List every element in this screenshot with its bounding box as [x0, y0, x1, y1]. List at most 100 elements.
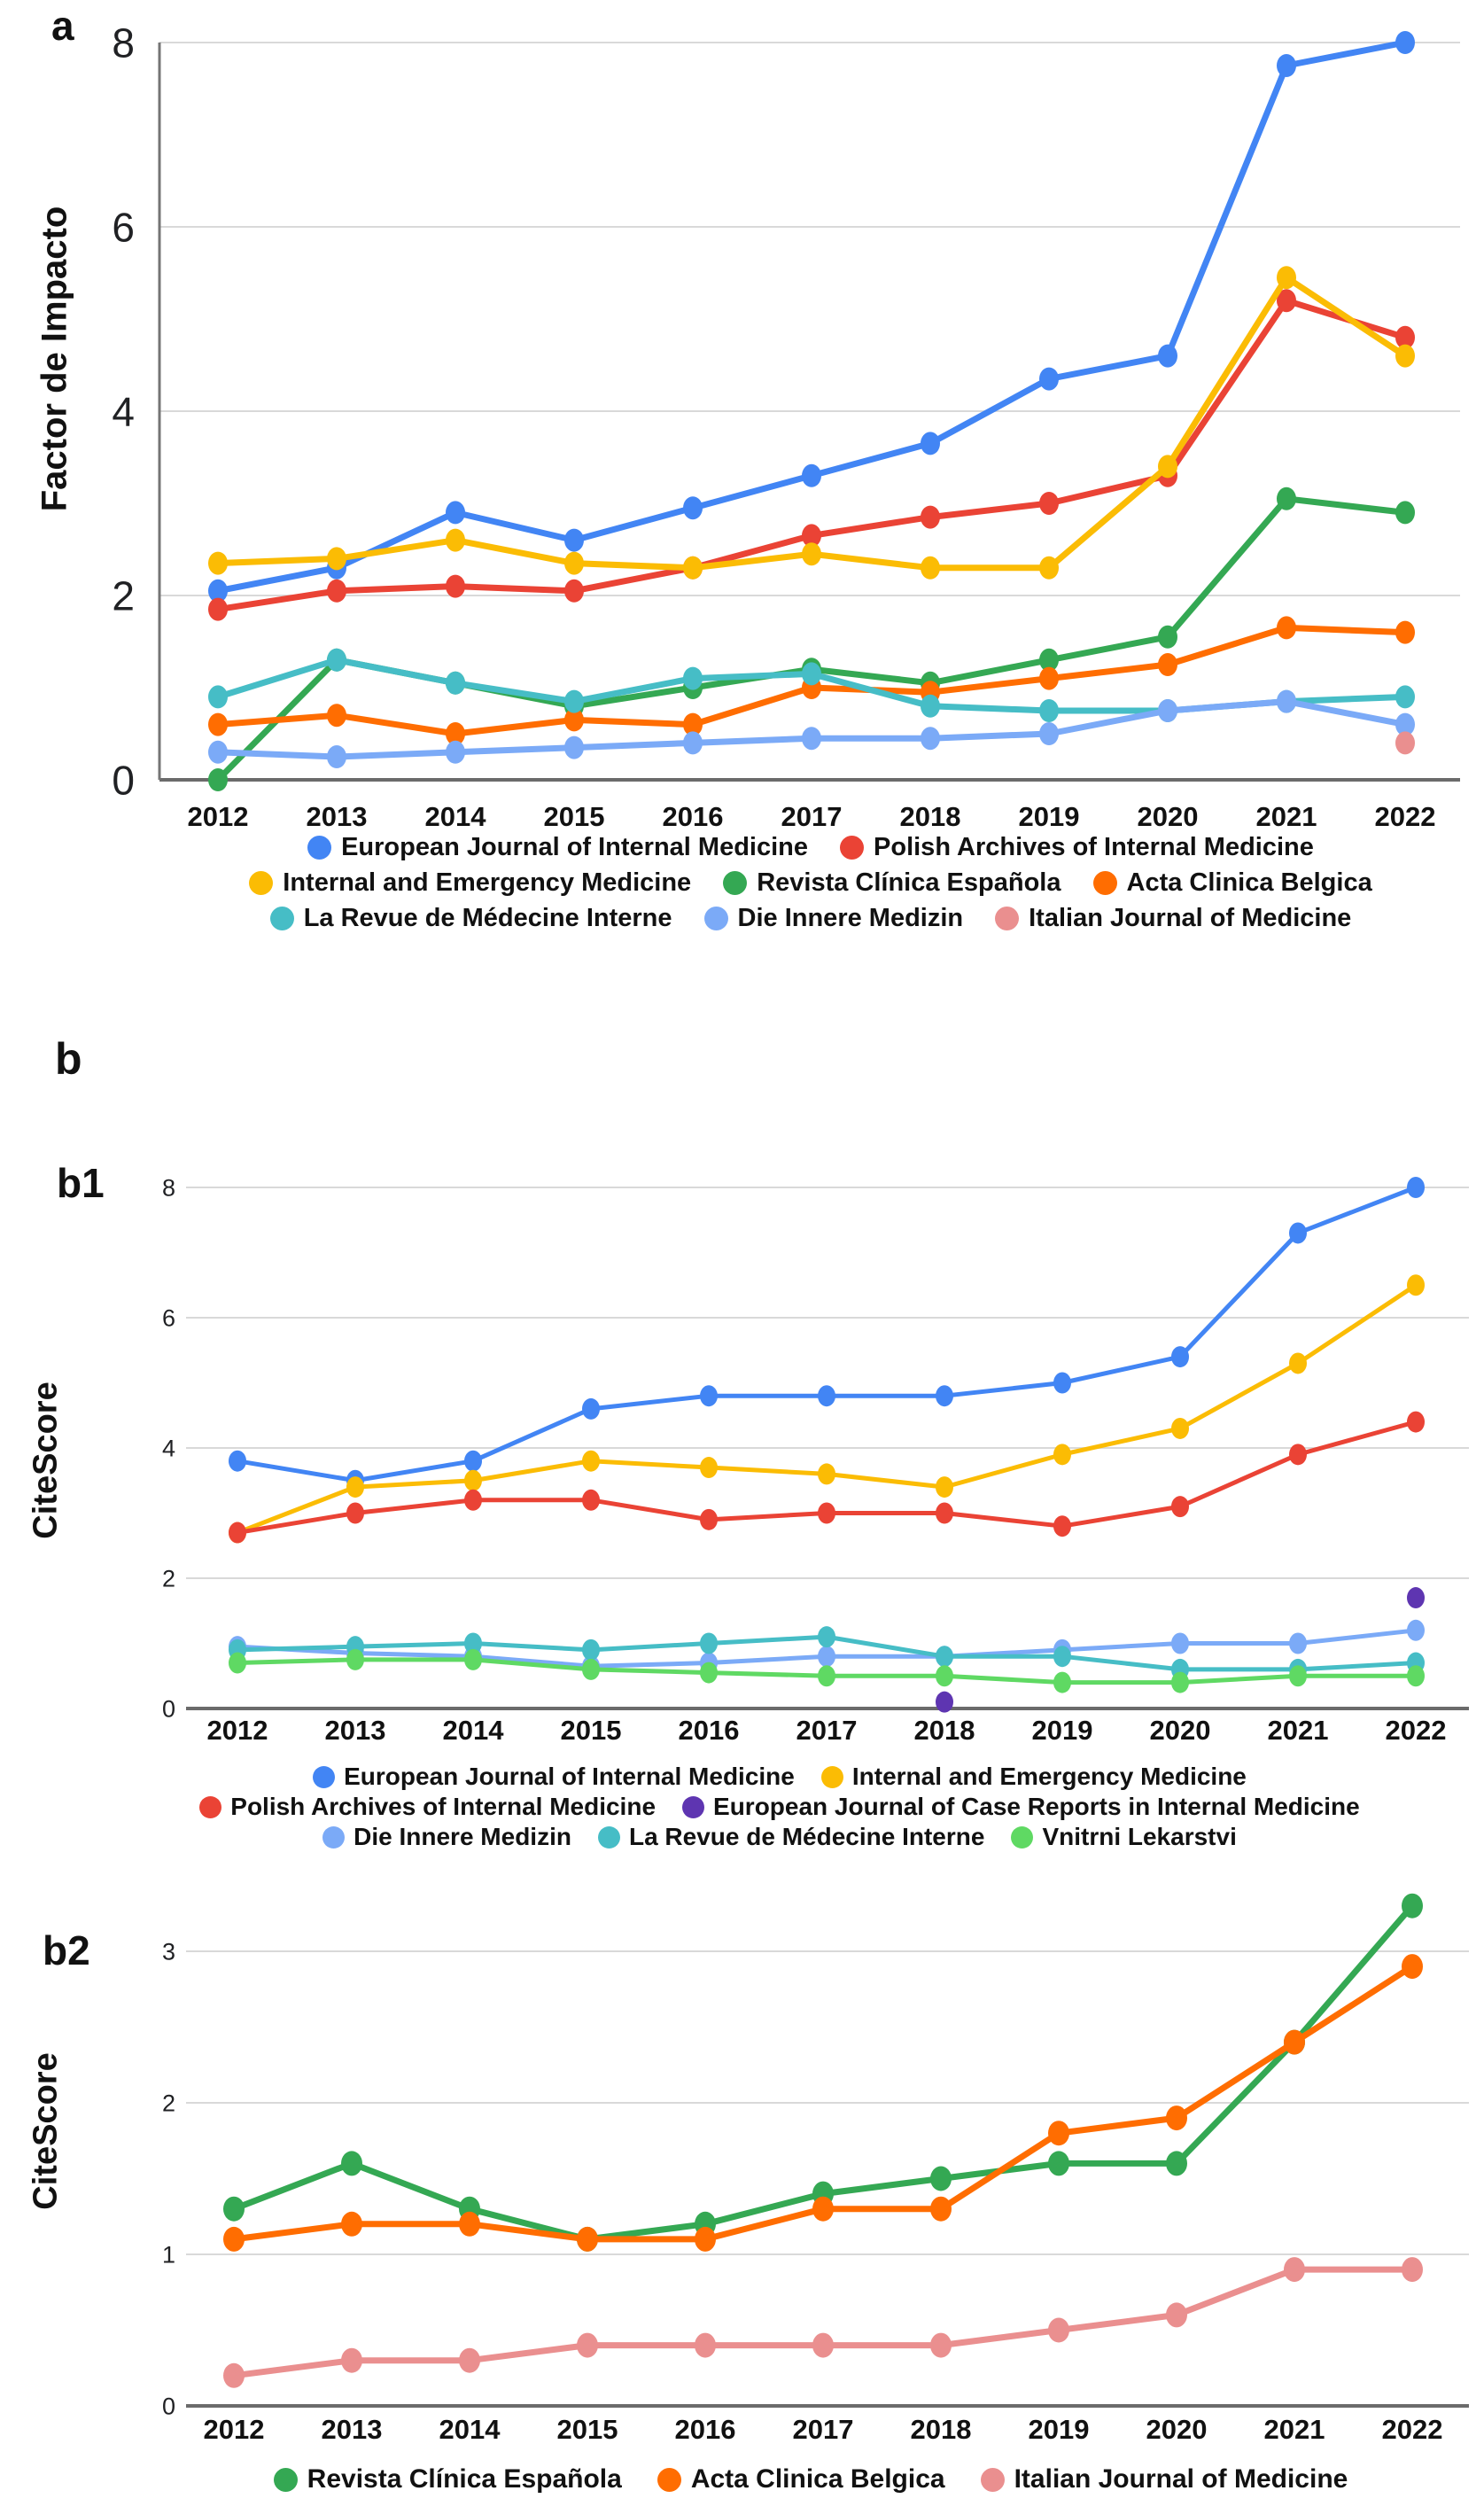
- data-point-die-innere-medizin: [1289, 1632, 1307, 1654]
- legend-row: European Journal of Internal Medicine Int…: [313, 1762, 1247, 1792]
- data-point-vnitrni-lekarstvi: [1407, 1665, 1425, 1687]
- legend-dot-icon: [1011, 1825, 1034, 1849]
- y-tick-label: 0: [162, 1696, 175, 1723]
- panel-b1-plot: 0 2 4 6 8 2012 2013 2014 2015 2016 2017 2018 2019 202…: [162, 1175, 1469, 1746]
- x-tick-label: 2015: [544, 801, 605, 832]
- data-point-la-revue-de-medecine-interne: [683, 666, 703, 690]
- data-point-internal-and-emergency-medicine: [700, 1457, 718, 1479]
- legend-item-polish-archives-of-internal-medicine: Polish Archives of Internal Medicine: [199, 1793, 656, 1821]
- x-tick-label: 2014: [425, 801, 487, 832]
- data-point-italian-journal-of-medicine: [1166, 2302, 1187, 2328]
- y-tick-label: 2: [112, 573, 135, 619]
- data-point-internal-and-emergency-medicine: [446, 528, 465, 552]
- y-tick-label: 0: [112, 758, 135, 804]
- data-point-la-revue-de-medecine-interne: [446, 671, 465, 695]
- data-point-european-journal-of-internal-medicine: [446, 501, 465, 525]
- data-point-acta-clinica-belgica: [1277, 616, 1296, 640]
- data-point-european-journal-of-internal-medicine: [936, 1385, 953, 1407]
- legend-dot-icon: [682, 1795, 705, 1818]
- data-point-italian-journal-of-medicine: [1402, 2257, 1423, 2283]
- legend-label: European Journal of Internal Medicine: [344, 1763, 795, 1790]
- data-point-acta-clinica-belgica: [1039, 666, 1059, 690]
- data-point-revista-clinica-espanola: [1166, 2151, 1187, 2176]
- y-tick-label: 3: [162, 1939, 175, 1965]
- data-point-polish-archives-of-internal-medicine: [818, 1502, 835, 1524]
- legend-row: Internal and Emergency Medicine Revista C…: [249, 865, 1372, 900]
- legend-label: Die Innere Medizin: [354, 1823, 571, 1850]
- legend-dot-icon: [723, 870, 748, 895]
- data-point-acta-clinica-belgica: [812, 2196, 834, 2222]
- data-point-acta-clinica-belgica: [223, 2226, 245, 2252]
- data-point-acta-clinica-belgica: [1166, 2105, 1187, 2131]
- panel-a-plot: 0 2 4 6 8 2012 2013 2014 2015 2016 2017 2018 2019 202…: [112, 20, 1460, 832]
- legend-dot-icon: [820, 1765, 843, 1788]
- data-point-vnitrni-lekarstvi: [936, 1665, 953, 1687]
- data-point-internal-and-emergency-medicine: [564, 551, 584, 575]
- data-point-european-journal-of-internal-medicine: [700, 1385, 718, 1407]
- panel-b1-legend: European Journal of Internal Medicine Int…: [89, 1762, 1471, 1852]
- legend-label: Revista Clínica Española: [307, 2464, 622, 2494]
- legend-label: Vnitrni Lekarstvi: [1042, 1823, 1237, 1850]
- legend-item-acta-clinica-belgica: Acta Clinica Belgica: [657, 2464, 945, 2495]
- data-point-acta-clinica-belgica: [208, 712, 228, 736]
- legend-label: Die Innere Medizin: [737, 903, 964, 932]
- legend-label: Internal and Emergency Medicine: [283, 868, 692, 897]
- data-point-european-journal-of-internal-medicine: [464, 1450, 482, 1472]
- legend-dot-icon: [307, 835, 332, 860]
- data-point-polish-archives-of-internal-medicine: [1171, 1496, 1189, 1518]
- panel-b-label: b: [55, 1034, 82, 1084]
- y-tick-label: 2: [162, 2090, 175, 2117]
- x-tick-label: 2019: [1029, 2414, 1090, 2445]
- legend-item-polish-archives-of-internal-medicine: Polish Archives of Internal Medicine: [840, 833, 1314, 862]
- data-point-revista-clinica-espanola: [208, 768, 228, 791]
- panel-b2-legend: Revista Clínica Española Acta Clinica Bel…: [159, 2462, 1462, 2497]
- data-point-italian-journal-of-medicine: [341, 2347, 362, 2373]
- data-point-la-revue-de-medecine-interne: [564, 689, 584, 713]
- data-point-acta-clinica-belgica: [1284, 2029, 1305, 2055]
- data-point-internal-and-emergency-medicine: [921, 556, 940, 580]
- data-point-la-revue-de-medecine-interne: [1395, 685, 1415, 709]
- x-tick-label: 2018: [914, 1715, 975, 1746]
- data-point-italian-journal-of-medicine: [695, 2332, 716, 2358]
- x-tick-label: 2022: [1375, 801, 1436, 832]
- data-point-acta-clinica-belgica: [1395, 620, 1415, 644]
- data-point-polish-archives-of-internal-medicine: [446, 574, 465, 598]
- data-point-internal-and-emergency-medicine: [464, 1469, 482, 1491]
- x-tick-label: 2017: [781, 801, 843, 832]
- legend-label: Italian Journal of Medicine: [1014, 2464, 1348, 2494]
- x-tick-label: 2020: [1138, 801, 1199, 832]
- data-point-revista-clinica-espanola: [1158, 625, 1177, 649]
- data-point-die-innere-medizin: [683, 731, 703, 755]
- legend-dot-icon: [657, 2467, 681, 2492]
- legend-item-revista-clinica-espanola: Revista Clínica Española: [723, 868, 1061, 898]
- data-point-european-journal-of-internal-medicine: [1158, 344, 1177, 368]
- legend-item-internal-and-emergency-medicine: Internal and Emergency Medicine: [249, 868, 691, 898]
- data-point-acta-clinica-belgica: [1402, 1954, 1423, 1980]
- data-point-european-journal-of-internal-medicine: [564, 528, 584, 552]
- data-point-italian-journal-of-medicine: [1395, 731, 1415, 755]
- data-point-european-journal-of-internal-medicine: [921, 432, 940, 455]
- data-point-acta-clinica-belgica: [695, 2226, 716, 2252]
- data-point-vnitrni-lekarstvi: [229, 1652, 246, 1674]
- panel-b2-plot: 0 1 2 3 2012 2013 2014 2015 2016 2017 2018 2019 2020…: [162, 1893, 1469, 2445]
- data-point-polish-archives-of-internal-medicine: [464, 1489, 482, 1511]
- data-point-european-journal-of-internal-medicine: [208, 579, 228, 603]
- x-tick-label: 2014: [439, 2414, 501, 2445]
- data-point-internal-and-emergency-medicine: [346, 1476, 364, 1498]
- data-point-european-journal-of-internal-medicine: [1171, 1346, 1189, 1368]
- x-tick-label: 2020: [1146, 2414, 1208, 2445]
- data-point-revista-clinica-espanola: [1039, 648, 1059, 672]
- data-point-la-revue-de-medecine-interne: [1039, 699, 1059, 722]
- x-tick-label: 2021: [1268, 1715, 1329, 1746]
- legend-label: La Revue de Médecine Interne: [628, 1823, 985, 1850]
- data-point-acta-clinica-belgica: [1048, 2121, 1069, 2146]
- data-point-revista-clinica-espanola: [930, 2166, 952, 2191]
- data-point-die-innere-medizin: [1158, 699, 1177, 722]
- data-point-vnitrni-lekarstvi: [464, 1648, 482, 1670]
- series-line-italian-journal-of-medicine: [230, 2266, 1416, 2379]
- data-point-internal-and-emergency-medicine: [1277, 266, 1296, 290]
- data-point-die-innere-medizin: [818, 1646, 835, 1668]
- legend-item-la-revue-de-medecine-interne: La Revue de Médecine Interne: [269, 904, 672, 933]
- legend-dot-icon: [1092, 870, 1117, 895]
- data-point-polish-archives-of-internal-medicine: [802, 524, 821, 548]
